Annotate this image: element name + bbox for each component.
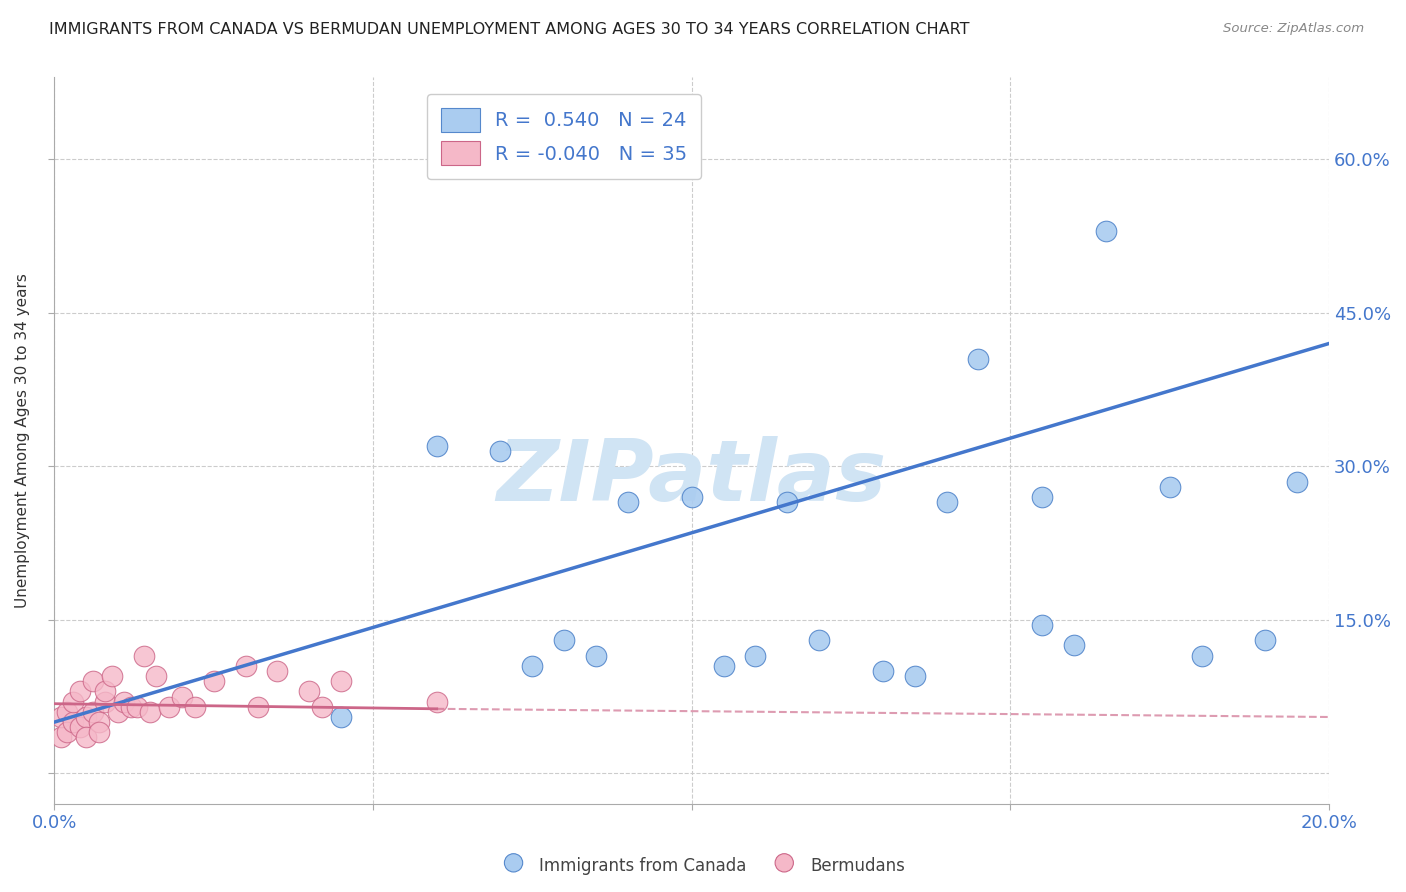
Point [904, 669, 927, 683]
Point [522, 658, 544, 673]
Point [776, 495, 799, 509]
Point [872, 664, 894, 678]
Text: Source: ZipAtlas.com: Source: ZipAtlas.com [1223, 22, 1364, 36]
Point [107, 705, 129, 719]
Point [1095, 224, 1118, 238]
Point [94, 684, 117, 698]
Point [75, 710, 97, 724]
Point [87, 715, 110, 730]
Point [330, 674, 353, 689]
Point [426, 439, 449, 453]
Point [426, 695, 449, 709]
Point [247, 699, 270, 714]
Y-axis label: Unemployment Among Ages 30 to 34 years: Unemployment Among Ages 30 to 34 years [15, 273, 30, 608]
Point [617, 495, 640, 509]
Point [82, 674, 104, 689]
Point [1063, 639, 1085, 653]
Point [713, 658, 735, 673]
Point [935, 495, 957, 509]
Point [330, 710, 353, 724]
Point [82, 705, 104, 719]
Point [1031, 618, 1053, 632]
Point [120, 699, 142, 714]
Point [145, 669, 167, 683]
Point [94, 695, 117, 709]
Point [744, 648, 766, 663]
Point [69, 684, 91, 698]
Point [112, 695, 135, 709]
Point [56, 705, 79, 719]
Point [49, 710, 72, 724]
Point [235, 658, 257, 673]
Point [69, 720, 91, 734]
Point [1031, 490, 1053, 504]
Point [585, 648, 607, 663]
Point [157, 699, 180, 714]
Point [127, 699, 149, 714]
Point [87, 725, 110, 739]
Point [266, 664, 288, 678]
Point [75, 731, 97, 745]
Point [62, 715, 84, 730]
Point [1254, 633, 1277, 648]
Point [202, 674, 225, 689]
Point [681, 490, 703, 504]
Point [311, 699, 333, 714]
Point [56, 725, 79, 739]
Point [62, 695, 84, 709]
Point [298, 684, 321, 698]
Point [139, 705, 162, 719]
Point [1286, 475, 1309, 489]
Legend: R =  0.540   N = 24, R = -0.040   N = 35: R = 0.540 N = 24, R = -0.040 N = 35 [427, 95, 702, 178]
Point [132, 648, 155, 663]
Text: ZIPatlas: ZIPatlas [496, 435, 887, 518]
Point [183, 699, 205, 714]
Point [808, 633, 831, 648]
Text: IMMIGRANTS FROM CANADA VS BERMUDAN UNEMPLOYMENT AMONG AGES 30 TO 34 YEARS CORREL: IMMIGRANTS FROM CANADA VS BERMUDAN UNEMP… [49, 22, 970, 37]
Point [1191, 648, 1213, 663]
Point [170, 690, 193, 704]
Point [553, 633, 575, 648]
Point [967, 351, 990, 366]
Point [489, 444, 512, 458]
Point [100, 669, 122, 683]
Point [49, 731, 72, 745]
Legend: Immigrants from Canada, Bermudans: Immigrants from Canada, Bermudans [492, 847, 914, 884]
Point [1159, 480, 1181, 494]
